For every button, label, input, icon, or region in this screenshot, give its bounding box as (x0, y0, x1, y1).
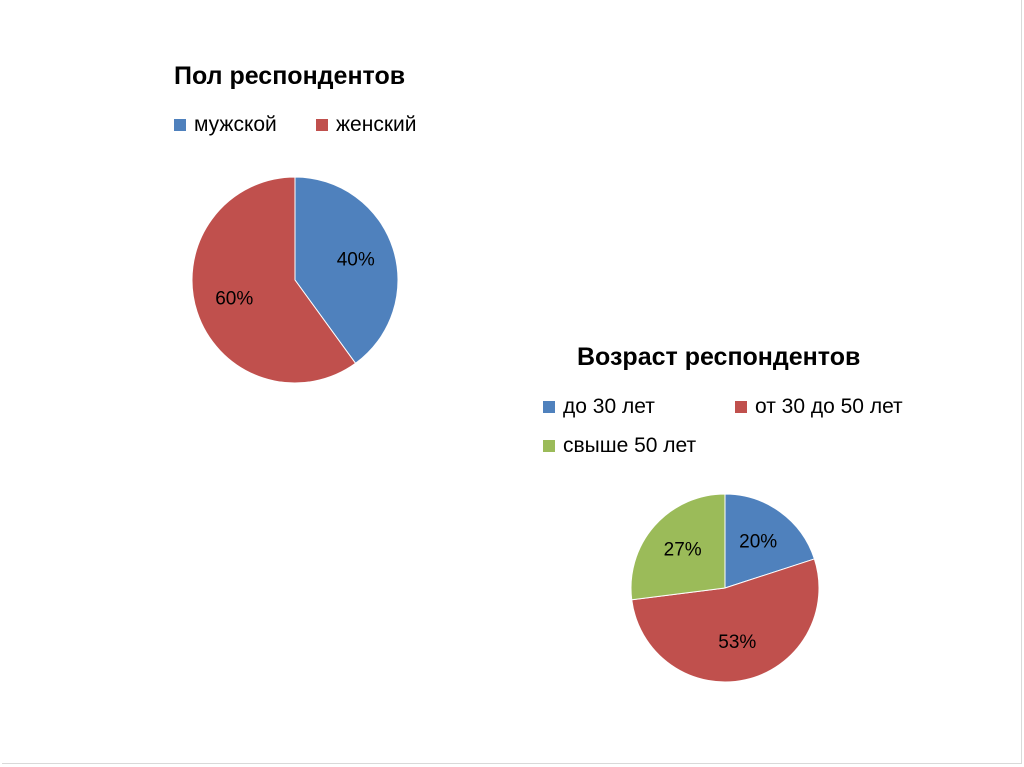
pie-slice (191, 176, 357, 384)
legend-swatch (316, 119, 328, 131)
data-label: 53% (718, 632, 756, 653)
chart-title: Пол респондентов (174, 62, 406, 90)
pie-slice (631, 558, 820, 683)
legend-item-male: мужской (174, 113, 277, 137)
legend-label: свыше 50 лет (563, 434, 697, 457)
data-label: 40% (337, 249, 375, 270)
legend-swatch (174, 119, 186, 131)
data-label: 60% (215, 289, 253, 310)
legend-item-over-50: свыше 50 лет (543, 434, 696, 458)
pie-slice (630, 493, 726, 601)
legend-swatch (543, 440, 555, 452)
legend-item-30-50: от 30 до 50 лет (735, 395, 903, 419)
legend-swatch (543, 401, 555, 413)
legend-label: до 30 лет (563, 395, 655, 418)
pie-slice (724, 493, 816, 589)
chart-title: Возраст респондентов (577, 343, 861, 371)
legend-label: женский (336, 113, 417, 136)
legend-item-female: женский (316, 113, 416, 137)
data-label: 27% (664, 540, 702, 561)
legend-item-under-30: до 30 лет (543, 395, 655, 419)
legend-label: от 30 до 50 лет (755, 395, 903, 418)
pie-slice (294, 176, 399, 365)
legend-swatch (735, 401, 747, 413)
legend-label: мужской (194, 113, 277, 136)
data-label: 20% (739, 531, 777, 552)
